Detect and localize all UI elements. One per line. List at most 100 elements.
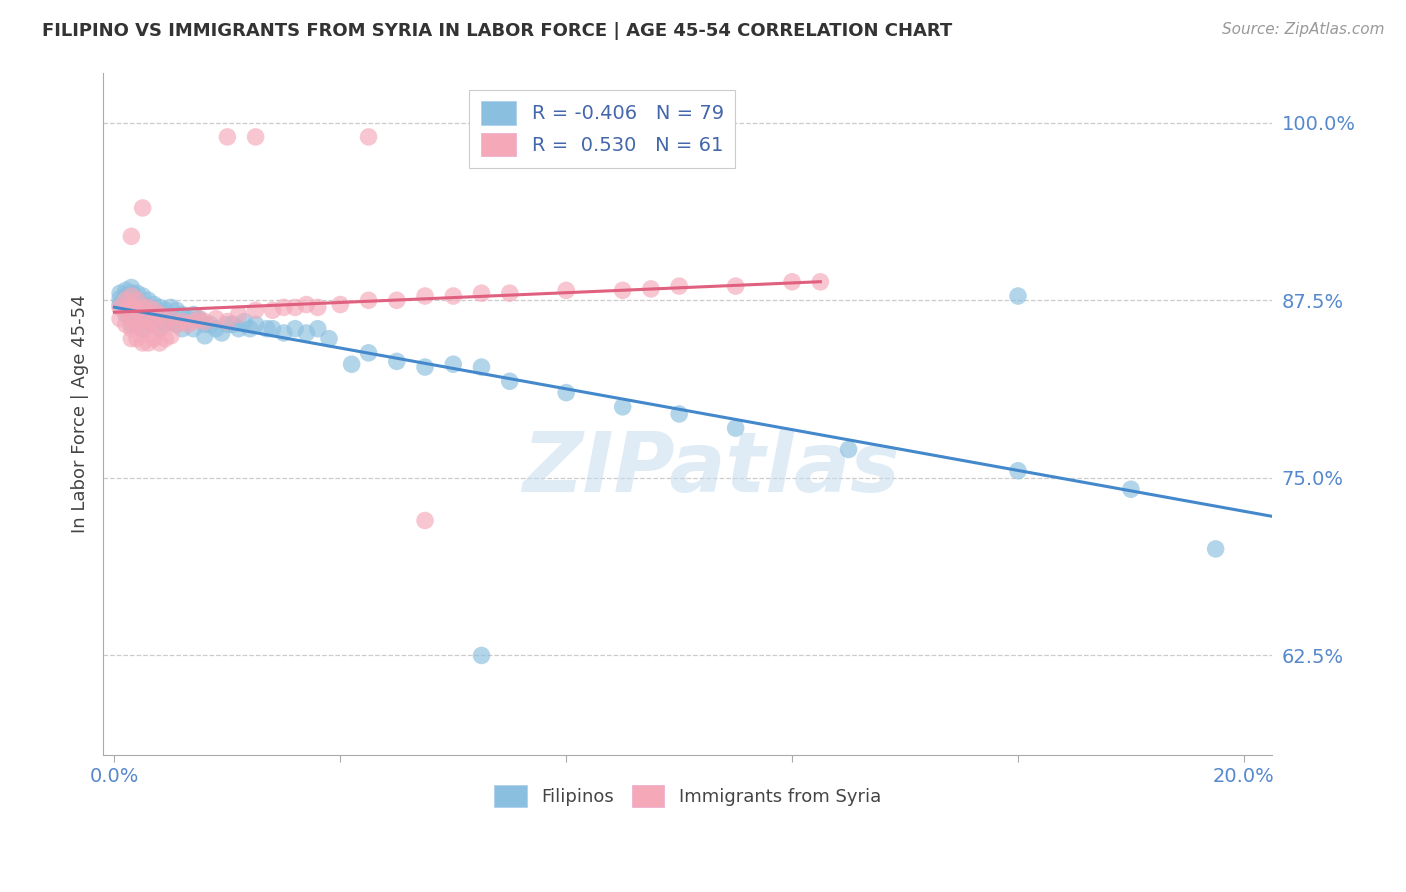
Point	[441, 289, 464, 303]
Point	[340, 357, 363, 371]
Point	[307, 301, 329, 315]
Point	[555, 283, 578, 297]
Point	[194, 318, 217, 332]
Point	[470, 286, 492, 301]
Point	[183, 308, 205, 322]
Point	[205, 311, 228, 326]
Point	[233, 315, 256, 329]
Point	[222, 318, 245, 332]
Point	[125, 318, 148, 332]
Point	[166, 318, 188, 332]
Point	[1007, 464, 1029, 478]
Point	[780, 275, 803, 289]
Point	[160, 315, 183, 329]
Point	[131, 303, 153, 318]
Point	[120, 311, 142, 326]
Text: FILIPINO VS IMMIGRANTS FROM SYRIA IN LABOR FORCE | AGE 45-54 CORRELATION CHART: FILIPINO VS IMMIGRANTS FROM SYRIA IN LAB…	[42, 22, 952, 40]
Point	[114, 292, 136, 306]
Point	[142, 318, 165, 332]
Point	[125, 293, 148, 308]
Point	[245, 129, 267, 144]
Point	[166, 303, 188, 318]
Point	[284, 321, 307, 335]
Point	[228, 321, 250, 335]
Point	[228, 308, 250, 322]
Point	[357, 293, 380, 308]
Point	[273, 301, 295, 315]
Point	[108, 286, 131, 301]
Point	[114, 318, 136, 332]
Point	[120, 303, 142, 318]
Point	[838, 442, 860, 457]
Point	[120, 292, 142, 306]
Point	[114, 301, 136, 315]
Point	[149, 311, 172, 326]
Point	[668, 407, 690, 421]
Point	[295, 297, 318, 311]
Point	[114, 293, 136, 308]
Point	[160, 328, 183, 343]
Y-axis label: In Labor Force | Age 45-54: In Labor Force | Age 45-54	[72, 294, 89, 533]
Point	[329, 297, 352, 311]
Point	[108, 297, 131, 311]
Point	[256, 321, 278, 335]
Point	[120, 332, 142, 346]
Point	[612, 400, 634, 414]
Point	[295, 326, 318, 340]
Point	[136, 301, 159, 315]
Point	[357, 129, 380, 144]
Point	[177, 318, 200, 332]
Point	[136, 311, 159, 326]
Point	[470, 648, 492, 663]
Point	[155, 303, 177, 318]
Point	[194, 328, 217, 343]
Point	[183, 315, 205, 329]
Point	[149, 335, 172, 350]
Legend: Filipinos, Immigrants from Syria: Filipinos, Immigrants from Syria	[486, 778, 889, 814]
Point	[183, 321, 205, 335]
Point	[194, 315, 217, 329]
Point	[172, 321, 194, 335]
Text: Source: ZipAtlas.com: Source: ZipAtlas.com	[1222, 22, 1385, 37]
Point	[125, 293, 148, 308]
Point	[245, 303, 267, 318]
Point	[120, 229, 142, 244]
Point	[245, 318, 267, 332]
Point	[136, 335, 159, 350]
Point	[499, 286, 522, 301]
Point	[262, 321, 284, 335]
Point	[114, 303, 136, 318]
Point	[217, 318, 239, 332]
Point	[120, 321, 142, 335]
Point	[640, 282, 662, 296]
Point	[131, 311, 153, 326]
Point	[413, 289, 436, 303]
Point	[307, 321, 329, 335]
Point	[155, 318, 177, 332]
Point	[120, 297, 142, 311]
Point	[172, 308, 194, 322]
Point	[114, 283, 136, 297]
Point	[239, 321, 262, 335]
Point	[131, 201, 153, 215]
Point	[612, 283, 634, 297]
Point	[120, 286, 142, 301]
Point	[188, 311, 211, 326]
Point	[413, 514, 436, 528]
Point	[136, 315, 159, 329]
Point	[211, 326, 233, 340]
Point	[155, 332, 177, 346]
Point	[172, 315, 194, 329]
Point	[108, 292, 131, 306]
Point	[166, 318, 188, 332]
Point	[385, 293, 408, 308]
Point	[125, 318, 148, 332]
Point	[136, 321, 159, 335]
Point	[149, 321, 172, 335]
Point	[120, 280, 142, 294]
Point	[125, 286, 148, 301]
Point	[470, 360, 492, 375]
Point	[724, 421, 747, 435]
Point	[131, 311, 153, 326]
Point	[160, 311, 183, 326]
